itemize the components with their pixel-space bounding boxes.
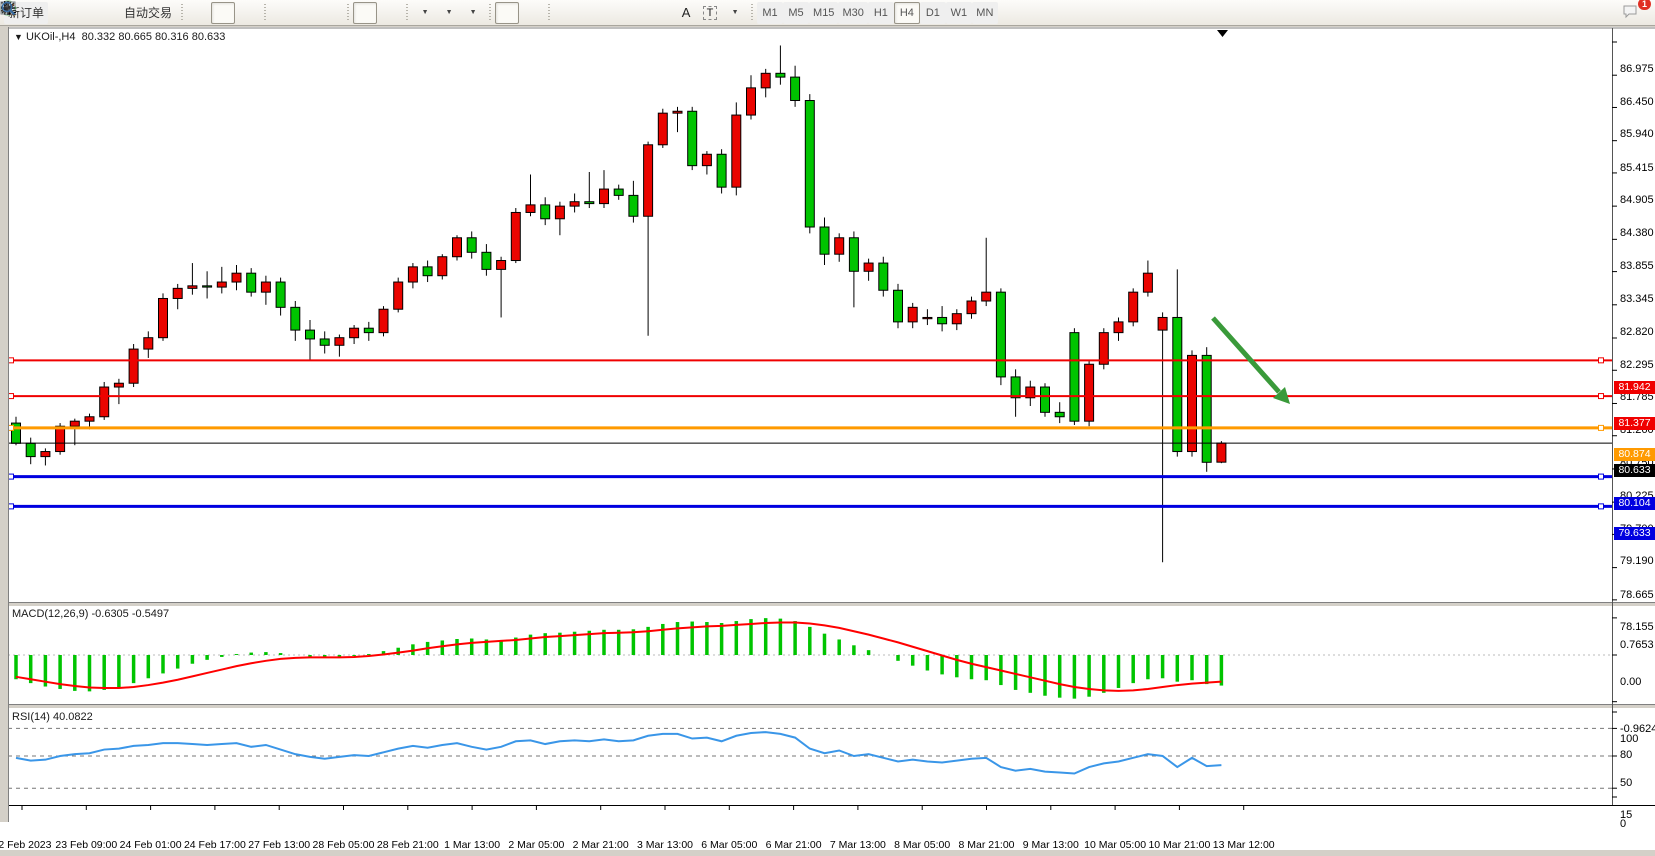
vertical-line-button[interactable] <box>7 1 578 24</box>
tf-h4-button[interactable]: H4 <box>893 1 920 24</box>
status-bar <box>0 849 1655 856</box>
zoom-in-button[interactable] <box>1 1 294 24</box>
chat-bubble-icon <box>1623 5 1637 18</box>
auto-trading-label: 自动交易 <box>124 6 173 20</box>
channel-button[interactable]: E <box>0 1 650 24</box>
auto-trading-button[interactable]: 自动交易 <box>1 2 176 24</box>
main-toolbar: 新订单 自动交易 <box>0 0 1655 26</box>
line-chart-button[interactable] <box>0 2 259 24</box>
chart-shift-button[interactable] <box>3 2 401 24</box>
notifications-button[interactable]: 1 <box>1621 0 1651 24</box>
candlestick-button[interactable] <box>2 1 236 24</box>
toolbar-grip <box>262 3 268 22</box>
label-tool-glyph: T <box>702 5 718 20</box>
zoom-out-button[interactable] <box>1 1 318 24</box>
price-badge: 80.104 <box>1614 497 1655 511</box>
toolbar-grip <box>345 3 351 22</box>
tf-m5-button[interactable]: M5 <box>783 1 810 24</box>
indicators-button[interactable]: ▼ <box>0 2 436 24</box>
signals-button[interactable] <box>0 0 120 24</box>
price-badge: 80.874 <box>1614 448 1655 462</box>
price-badge: 80.633 <box>1614 463 1655 477</box>
tf-m1-button[interactable]: M1 <box>757 1 784 24</box>
toolbar-grip <box>749 3 755 22</box>
quote-panel-toggle-icon[interactable]: ▼ <box>14 32 23 42</box>
crosshair-button[interactable] <box>1 1 543 24</box>
cursor-button[interactable] <box>4 1 520 24</box>
tf-m15-button[interactable]: M15 <box>809 1 839 24</box>
tile-windows-button[interactable] <box>0 1 342 24</box>
symbol-period-label: UKOil-,H4 <box>25 31 76 43</box>
bar-chart-button[interactable] <box>1 2 211 24</box>
dropdown-caret-icon: ▼ <box>731 9 739 16</box>
text-tool-glyph: A <box>681 5 691 20</box>
rsi-label: RSI(14) 40.0822 <box>12 711 93 723</box>
dropdown-caret-icon: ▼ <box>421 9 429 16</box>
toolbar-grip <box>179 3 185 22</box>
arrows-button[interactable]: ▼ <box>3 2 746 24</box>
tf-d1-button[interactable]: D1 <box>919 1 946 24</box>
text-button[interactable]: A <box>674 2 698 24</box>
ohlc-quote-label: 80.332 80.665 80.316 80.633 <box>81 31 226 43</box>
price-badge: 81.377 <box>1614 416 1655 430</box>
price-badge: 81.942 <box>1614 380 1655 394</box>
toolbar-grip <box>487 3 493 22</box>
dropdown-caret-icon: ▼ <box>445 9 453 16</box>
text-label-button[interactable]: T <box>698 2 722 24</box>
tf-m30-button[interactable]: M30 <box>838 1 868 24</box>
svg-text:E: E <box>12 10 17 16</box>
search-icon <box>1 1 16 16</box>
community-button[interactable] <box>0 1 96 24</box>
metaeditor-icon[interactable] <box>0 2 72 24</box>
tf-w1-button[interactable]: W1 <box>945 1 972 24</box>
macd-label: MACD(12,26,9) -0.6305 -0.5497 <box>12 608 170 620</box>
chart-title: ▼ UKOil-,H4 80.332 80.665 80.316 80.633 <box>14 31 225 43</box>
chart-plot-area[interactable] <box>0 27 1655 855</box>
dropdown-caret-icon: ▼ <box>469 9 477 16</box>
tf-h1-button[interactable]: H1 <box>867 1 894 24</box>
horizontal-line-button[interactable] <box>1 2 602 24</box>
chart-window: ▼ UKOil-,H4 80.332 80.665 80.316 80.633 … <box>0 27 1655 856</box>
notification-badge: 1 <box>1637 0 1651 10</box>
price-badge: 79.633 <box>1614 526 1655 540</box>
window-left-frame <box>0 27 9 822</box>
toolbar-grip <box>404 3 410 22</box>
auto-scroll-button[interactable] <box>3 1 378 24</box>
search-button[interactable] <box>1 1 1621 24</box>
periods-button[interactable]: ▼ <box>1 1 460 24</box>
toolbar-grip <box>546 3 552 22</box>
templates-button[interactable]: ▼ <box>0 1 484 24</box>
fibonacci-button[interactable]: F <box>1 2 674 24</box>
trendline-button[interactable] <box>1 2 626 24</box>
chart-canvas <box>8 27 1655 810</box>
tf-mn-button[interactable]: MN <box>971 1 998 24</box>
